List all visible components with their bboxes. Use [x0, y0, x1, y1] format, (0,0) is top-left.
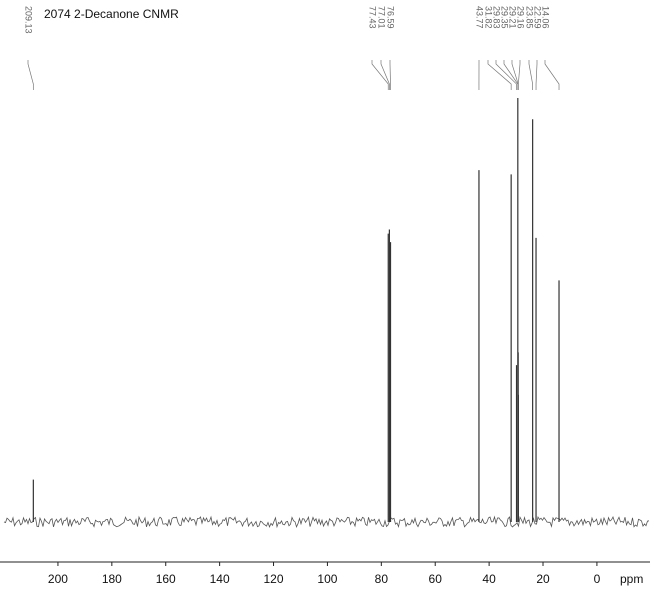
peak-label: 76.59 [386, 6, 396, 29]
peak-label: 77.01 [377, 6, 387, 29]
peak-label: 29.16 [516, 6, 526, 29]
peak-connector [535, 60, 538, 90]
x-tick-label: 80 [375, 572, 389, 586]
x-tick-label: 100 [317, 572, 337, 586]
peak-label: 77.43 [368, 6, 378, 29]
peak-label: 29.83 [492, 6, 502, 29]
x-tick-label: 40 [482, 572, 496, 586]
peak-label: 43.77 [475, 6, 485, 29]
peak-connector [487, 60, 512, 90]
peak-connector [544, 60, 560, 90]
x-tick-label: 140 [210, 572, 230, 586]
x-axis-label: ppm [620, 572, 643, 586]
x-tick-label: 160 [156, 572, 176, 586]
peak-label: 209.13 [24, 6, 34, 34]
peak-connector [371, 60, 389, 90]
peak-connector [528, 60, 533, 90]
peak-connector [27, 60, 34, 90]
peak-connector [495, 60, 517, 90]
peak-label: 29.35 [500, 6, 510, 29]
x-tick-label: 120 [264, 572, 284, 586]
peak-label: 31.82 [484, 6, 494, 29]
x-tick-label: 20 [536, 572, 550, 586]
x-tick-label: 200 [48, 572, 68, 586]
peak-connector [389, 60, 391, 90]
peak-label: 23.85 [525, 6, 535, 29]
peak-connector [517, 60, 521, 90]
x-tick-label: 180 [102, 572, 122, 586]
baseline-noise [3, 515, 650, 529]
x-tick-label: 60 [429, 572, 443, 586]
peak-label: 14.06 [541, 6, 551, 29]
chart-title: 2074 2-Decanone CNMR [44, 7, 179, 21]
peak-label: 29.21 [508, 6, 518, 29]
x-tick-label: 0 [594, 572, 601, 586]
peak-connector [503, 60, 519, 90]
peak-connector [380, 60, 390, 90]
peak-label: 22.59 [533, 6, 543, 29]
